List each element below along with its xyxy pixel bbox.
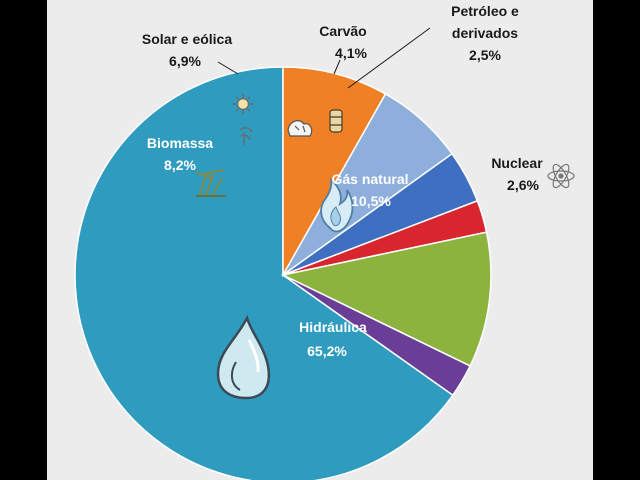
leader-line-petroleo: [347, 27, 431, 89]
slice-label-petroleo-line2: derivados: [452, 25, 518, 41]
gas-flame-icon: [320, 177, 354, 233]
leader-lines: [217, 27, 431, 89]
chart-area: Hidráulica 65,2% Biomassa 8,2% Solar e e…: [47, 0, 593, 480]
pie-slice-hidraulica: [74, 66, 454, 480]
pie-slice-biomassa: [282, 66, 387, 278]
slice-value-carvao: 4,1%: [335, 45, 367, 61]
water-drop-icon: [216, 314, 271, 400]
pie-slices: [74, 66, 492, 480]
slice-value-gas: 10,5%: [351, 193, 391, 209]
slice-label-gas: Gás natural: [331, 171, 408, 187]
slice-value-hidraulica: 65,2%: [307, 343, 347, 359]
slice-value-nuclear: 2,6%: [507, 177, 539, 193]
pie-slice-gas: [280, 231, 492, 367]
slice-value-solar: 6,9%: [169, 53, 201, 69]
atom-icon: [547, 163, 575, 189]
pie-slice-nuclear: [282, 274, 472, 397]
sun-wind-icon: [233, 94, 253, 145]
slice-label-biomassa: Biomassa: [147, 135, 213, 151]
slice-label-solar: Solar e eólica: [142, 31, 232, 47]
slice-label-nuclear: Nuclear: [491, 155, 543, 171]
sugarcane-icon: [195, 169, 226, 197]
slice-value-biomassa: 8,2%: [164, 157, 196, 173]
slice-label-petroleo-line1: Petróleo e: [451, 3, 519, 19]
leader-line-solar: [217, 61, 239, 75]
leader-line-carvao: [333, 59, 341, 75]
slice-label-carvao: Carvão: [319, 23, 366, 39]
slice-label-hidraulica: Hidráulica: [299, 319, 367, 335]
oil-barrel-icon: [329, 109, 343, 133]
slice-value-petroleo: 2,5%: [469, 47, 501, 63]
pie-chart: Hidráulica 65,2% Biomassa 8,2% Solar e e…: [74, 3, 575, 480]
coal-icon: [287, 120, 313, 137]
